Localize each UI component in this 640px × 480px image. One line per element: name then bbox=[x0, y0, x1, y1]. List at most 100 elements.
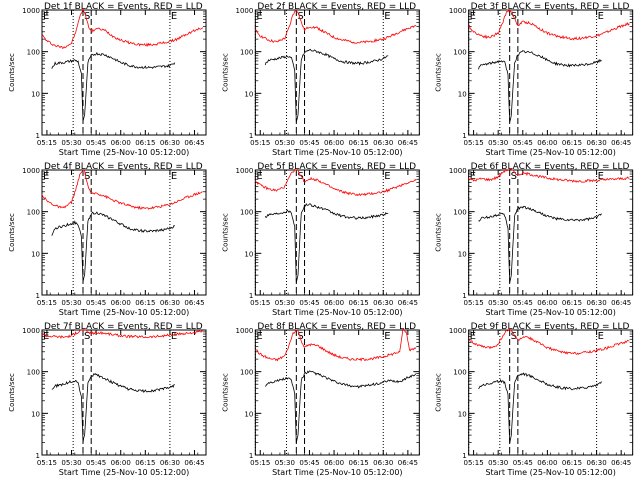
y-axis-label: Counts/sec bbox=[221, 53, 229, 92]
events-series-line bbox=[478, 50, 602, 123]
x-tick-label: 05:30 bbox=[275, 459, 295, 467]
event-marker-label: E bbox=[384, 171, 390, 182]
y-tick-label: 1000 bbox=[22, 7, 40, 15]
y-tick-label: 1000 bbox=[449, 7, 467, 15]
events-series-line bbox=[51, 372, 175, 443]
x-tick-label: 06:30 bbox=[586, 139, 606, 147]
y-axis-label: Counts/sec bbox=[8, 373, 16, 412]
lld-series-line bbox=[254, 168, 417, 197]
x-tick-label: 06:15 bbox=[349, 299, 369, 307]
x-tick-label: 06:45 bbox=[184, 459, 204, 467]
lld-series-line bbox=[468, 8, 630, 41]
y-tick-label: 10 bbox=[244, 410, 253, 418]
x-tick-label: 05:45 bbox=[513, 139, 533, 147]
x-tick-label: 06:30 bbox=[373, 459, 393, 467]
x-tick-label: 06:00 bbox=[111, 459, 131, 467]
y-tick-label: 1 bbox=[462, 292, 466, 300]
x-tick-label: 05:15 bbox=[37, 139, 57, 147]
y-tick-label: 1 bbox=[249, 292, 253, 300]
plot-frame bbox=[468, 9, 634, 136]
chart-panel-4: Det 4f BLACK = Events, RED = LLD Counts/s… bbox=[8, 162, 207, 317]
chart-title: Det 3f BLACK = Events, RED = LLD bbox=[471, 2, 630, 12]
y-tick-label: 1 bbox=[36, 132, 40, 140]
event-marker-label: E bbox=[384, 11, 390, 22]
chart-title: Det 4f BLACK = Events, RED = LLD bbox=[44, 162, 203, 172]
event-marker-label: S bbox=[511, 171, 517, 182]
x-axis-label: Start Time (25-Nov-10 05:12:00) bbox=[272, 308, 402, 317]
x-tick-label: 05:45 bbox=[86, 139, 106, 147]
x-tick-label: 06:45 bbox=[184, 139, 204, 147]
x-tick-label: 06:45 bbox=[398, 139, 418, 147]
x-axis-label: Start Time (25-Nov-10 05:12:00) bbox=[59, 308, 189, 317]
x-axis-label: Start Time (25-Nov-10 05:12:00) bbox=[485, 148, 615, 157]
x-tick-label: 05:15 bbox=[463, 139, 483, 147]
x-tick-label: 05:45 bbox=[299, 299, 319, 307]
chart-panel-2: Det 2f BLACK = Events, RED = LLD Counts/s… bbox=[221, 2, 420, 157]
x-tick-label: 06:00 bbox=[537, 299, 557, 307]
x-tick-label: 05:15 bbox=[463, 459, 483, 467]
event-marker-label: E bbox=[598, 331, 604, 342]
x-tick-label: 06:15 bbox=[562, 139, 582, 147]
x-tick-label: 05:30 bbox=[275, 299, 295, 307]
chart-panel-6: Det 6f BLACK = Events, RED = LLD Counts/s… bbox=[435, 162, 634, 317]
lld-series-line bbox=[41, 7, 204, 49]
x-tick-label: 06:15 bbox=[349, 459, 369, 467]
chart-title: Det 2f BLACK = Events, RED = LLD bbox=[257, 2, 416, 12]
x-tick-label: 06:30 bbox=[160, 139, 180, 147]
y-tick-label: 1 bbox=[462, 452, 466, 460]
events-series-line bbox=[264, 48, 389, 122]
plot-frame bbox=[254, 329, 420, 456]
x-tick-label: 06:30 bbox=[373, 139, 393, 147]
x-tick-label: 06:00 bbox=[324, 299, 344, 307]
events-series-line bbox=[51, 211, 176, 283]
lld-series-line bbox=[468, 328, 630, 355]
chart-panel-3: Det 3f BLACK = Events, RED = LLD Counts/s… bbox=[435, 2, 634, 157]
plot-frame bbox=[468, 169, 634, 296]
y-tick-label: 10 bbox=[31, 250, 40, 258]
y-axis-label: Counts/sec bbox=[8, 213, 16, 252]
x-tick-label: 05:15 bbox=[37, 459, 57, 467]
x-tick-label: 06:15 bbox=[562, 299, 582, 307]
x-tick-label: 05:15 bbox=[250, 299, 270, 307]
plot-frame bbox=[41, 329, 207, 456]
chart-panel-9: Det 9f BLACK = Events, RED = LLD Counts/s… bbox=[435, 322, 634, 477]
x-tick-label: 06:30 bbox=[586, 459, 606, 467]
event-marker-label: S bbox=[511, 331, 517, 342]
x-tick-label: 06:00 bbox=[537, 139, 557, 147]
x-axis-label: Start Time (25-Nov-10 05:12:00) bbox=[485, 468, 615, 477]
x-tick-label: 06:30 bbox=[160, 459, 180, 467]
x-axis-label: Start Time (25-Nov-10 05:12:00) bbox=[272, 468, 402, 477]
event-marker-label: E bbox=[171, 171, 177, 182]
x-tick-label: 06:00 bbox=[111, 139, 131, 147]
x-tick-label: 05:30 bbox=[488, 139, 508, 147]
event-marker-label: E bbox=[598, 171, 604, 182]
chart-title: Det 9f BLACK = Events, RED = LLD bbox=[471, 322, 630, 332]
x-tick-label: 06:00 bbox=[111, 299, 131, 307]
x-tick-label: 05:45 bbox=[86, 459, 106, 467]
x-tick-label: 06:30 bbox=[586, 299, 606, 307]
x-tick-label: 05:45 bbox=[86, 299, 106, 307]
y-tick-label: 1000 bbox=[236, 167, 254, 175]
event-marker-label: E bbox=[256, 171, 262, 182]
y-tick-label: 1000 bbox=[236, 7, 254, 15]
y-tick-label: 1000 bbox=[22, 327, 40, 335]
x-tick-label: 05:45 bbox=[513, 299, 533, 307]
x-tick-label: 05:15 bbox=[463, 299, 483, 307]
y-tick-label: 100 bbox=[240, 369, 253, 377]
y-tick-label: 100 bbox=[27, 369, 40, 377]
event-marker-label: E bbox=[470, 11, 476, 22]
y-tick-label: 1000 bbox=[22, 167, 40, 175]
x-tick-label: 05:15 bbox=[250, 139, 270, 147]
x-axis-label: Start Time (25-Nov-10 05:12:00) bbox=[59, 148, 189, 157]
y-axis-label: Counts/sec bbox=[435, 53, 443, 92]
event-marker-label: E bbox=[256, 11, 262, 22]
chart-panel-7: Det 7f BLACK = Events, RED = LLD Counts/s… bbox=[8, 322, 207, 477]
y-tick-label: 10 bbox=[31, 90, 40, 98]
x-tick-label: 06:30 bbox=[373, 299, 393, 307]
y-axis-label: Counts/sec bbox=[8, 53, 16, 92]
y-tick-label: 1000 bbox=[449, 167, 467, 175]
y-tick-label: 1 bbox=[36, 452, 40, 460]
x-axis-label: Start Time (25-Nov-10 05:12:00) bbox=[485, 308, 615, 317]
x-tick-label: 06:00 bbox=[324, 459, 344, 467]
event-marker-label: E bbox=[470, 331, 476, 342]
